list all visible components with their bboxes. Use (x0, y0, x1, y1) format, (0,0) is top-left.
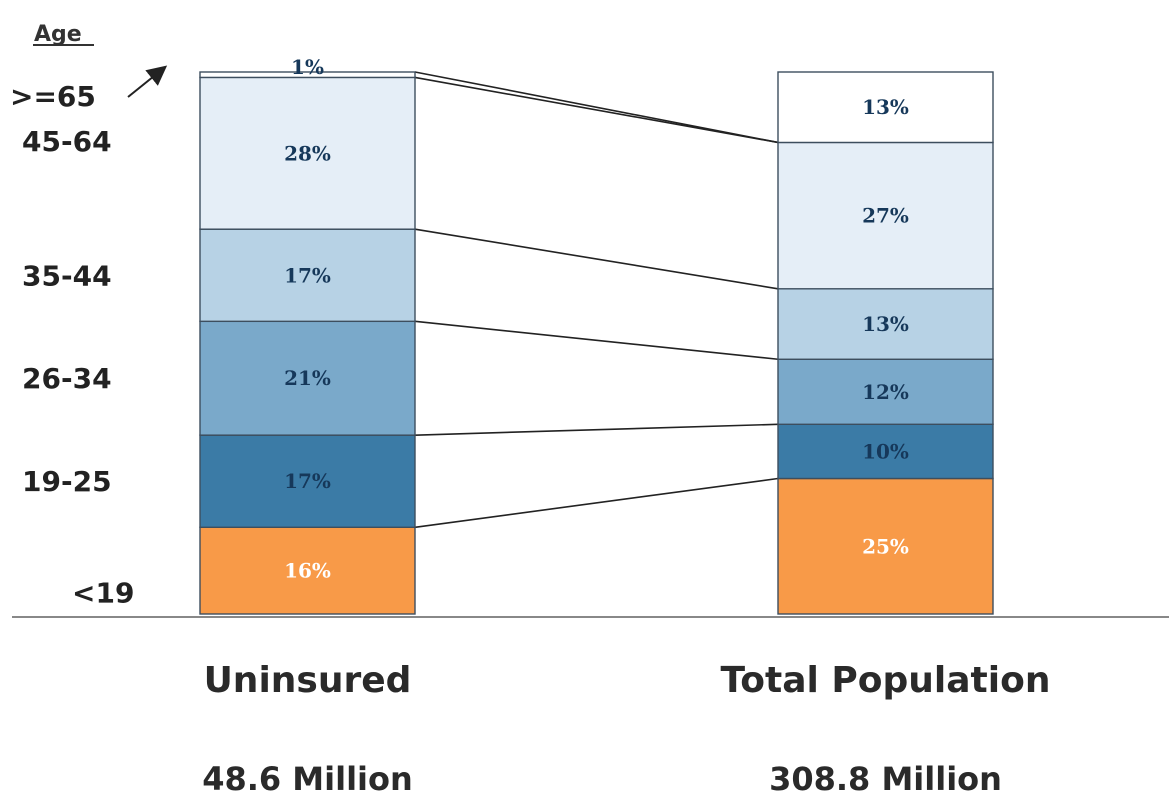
connector-line-26-34 (414, 320, 779, 361)
connector-line-45-64 (414, 76, 779, 144)
total-label-total-population: 308.8 Million (769, 760, 1002, 798)
bar-segment-total-population-35-44 (777, 288, 994, 360)
data-label-uninsured-lt-19: 16% (284, 559, 331, 583)
bar-segment-total-population-gte-65 (777, 71, 994, 144)
bars-group: 16% 17% 21% 17% 28% 1% 25% 10% 12% 13% 27% 13% (199, 55, 994, 615)
data-label-uninsured-19-25: 17% (284, 469, 331, 493)
category-labels: Uninsured 48.6 Million Total Population 308… (202, 660, 1050, 798)
data-label-uninsured-gte-65: 1% (291, 55, 324, 79)
age-label-gte-65: >=65 (10, 80, 96, 113)
age-label-26-34: 26-34 (22, 362, 112, 395)
data-label-total-population-lt-19: 25% (862, 534, 909, 558)
total-label-uninsured: 48.6 Million (202, 760, 413, 798)
data-label-total-population-gte-65: 13% (862, 95, 909, 119)
data-label-uninsured-26-34: 21% (284, 366, 331, 390)
connector-line-top (414, 71, 779, 144)
bar-segment-uninsured-35-44 (199, 228, 416, 323)
arrow-to-65plus (127, 65, 168, 98)
bar-segment-total-population-45-64 (777, 141, 994, 290)
category-label-uninsured: Uninsured (204, 660, 412, 701)
legend-title-age: Age (34, 22, 82, 47)
connector-line-19-25 (414, 423, 779, 436)
connector-line-35-44 (414, 228, 779, 290)
age-label-45-64: 45-64 (22, 125, 112, 158)
data-label-total-population-45-64: 27% (862, 204, 909, 228)
bar-segment-uninsured-19-25 (199, 434, 416, 528)
bar-segment-uninsured-gte-65 (199, 71, 416, 79)
bar-segment-total-population-lt-19 (777, 477, 994, 615)
data-label-uninsured-35-44: 17% (284, 263, 331, 287)
connector-lines (414, 71, 779, 529)
bar-segment-uninsured-lt-19 (199, 526, 416, 615)
age-label-19-25: 19-25 (22, 465, 112, 498)
bar-segment-total-population-26-34 (777, 358, 994, 426)
age-labels: <19 19-25 26-34 35-44 45-64 >=65 (10, 80, 134, 610)
bar-segment-uninsured-45-64 (199, 76, 416, 230)
data-label-total-population-19-25: 10% (862, 439, 909, 463)
data-label-uninsured-45-64: 28% (284, 141, 331, 165)
category-label-total-population: Total Population (721, 660, 1051, 701)
age-label-lt-19: <19 (72, 577, 134, 610)
data-label-total-population-35-44: 13% (862, 312, 909, 336)
bar-segment-total-population-19-25 (777, 423, 994, 480)
age-label-35-44: 35-44 (22, 259, 112, 292)
connector-line-lt-19 (414, 477, 779, 529)
data-label-total-population-26-34: 12% (862, 380, 909, 404)
